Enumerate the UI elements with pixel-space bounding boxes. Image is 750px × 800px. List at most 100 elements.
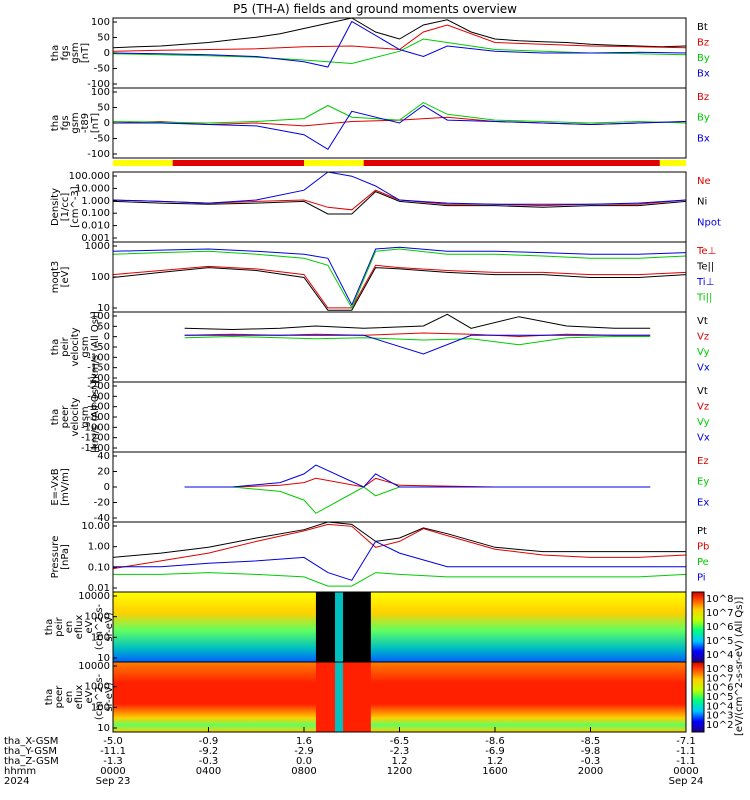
y-tick-label: 10.000 (75, 183, 110, 194)
y-axis-label: tha (44, 619, 55, 635)
y-axis-label: Pressure (50, 536, 61, 579)
legend-entry: Npot (697, 217, 721, 228)
y-axis-label: E=-VxB (50, 468, 61, 505)
footer-value: 1.6 (296, 736, 312, 747)
series-Bx (113, 104, 687, 150)
legend-entry: Bz (697, 92, 709, 103)
y-axis-label: eflux (74, 685, 85, 710)
colorbar (691, 591, 705, 663)
y-tick-label: 10 (97, 303, 110, 314)
footer-value: -0.3 (199, 756, 219, 767)
footer-value: -1.1 (676, 746, 696, 757)
series-Vx (184, 334, 651, 355)
legend-entry: Te⊥ (696, 246, 716, 257)
colorbar-tick-label: 10^7 (706, 608, 733, 619)
footer-value: -8.6 (485, 736, 505, 747)
mode-bar (113, 160, 686, 166)
y-tick-label: 100.000 (69, 171, 110, 182)
panel-pressure: 10.00 1.00 0.10 0.01 Pressure [nPa] Pt Pb Pe Pi (50, 521, 709, 594)
y-axis-label: [nT] (80, 43, 91, 63)
y-tick-label: 1.000 (81, 196, 110, 207)
y-tick-label: 100 (91, 272, 110, 283)
spectrogram-image (113, 592, 686, 662)
y-tick-label: 0 (104, 482, 110, 493)
footer-value: -7.1 (676, 736, 696, 747)
footer-value: -8.5 (581, 736, 601, 747)
legend-entry: Vt (697, 316, 708, 327)
y-tick-label: -50 (94, 134, 110, 145)
y-axis-label: [km/s (All Qs)] (90, 311, 101, 383)
legend-entry: Bz (697, 38, 709, 49)
y-axis-label: [1/cc] (60, 193, 71, 222)
legend-entry: By (697, 53, 710, 64)
y-tick-label: 1000 (85, 241, 110, 252)
footer-value: 1.2 (487, 756, 503, 767)
legend-entry: Te|| (696, 262, 714, 273)
y-axis-label: eflux (74, 615, 85, 640)
y-tick-label: -100 (87, 352, 110, 363)
y-tick-label: -800 (87, 412, 110, 423)
y-axis-label: fgs (60, 45, 71, 60)
colorbar-tick-label: 10^6 (706, 683, 733, 694)
spectrogram-gap (315, 662, 371, 732)
y-axis-label: tha (50, 45, 61, 61)
y-axis-label: [nT] (90, 113, 101, 133)
series-Ey (184, 486, 651, 514)
panel-peer-spectrogram: 10^810^710^610^510^410^310^2 10000 1000 100… (44, 661, 733, 734)
series-Ez (184, 477, 651, 488)
figure-title: P5 (TH-A) fields and ground moments over… (233, 2, 517, 16)
colorbar-tick-label: 10^5 (706, 692, 733, 703)
y-axis-label: sr-eV) (104, 682, 115, 711)
series-Vt (184, 313, 651, 331)
y-tick-label: -100 (87, 79, 110, 90)
y-tick-label: 10000 (78, 661, 110, 672)
footer-value: Sep 23 (96, 776, 131, 787)
spectrogram-image (113, 662, 686, 732)
footer-row-label: tha_X-GSM (4, 736, 58, 747)
series-Ti|| (112, 248, 687, 310)
series-Npot (112, 171, 687, 205)
footer-value: -0.9 (199, 736, 219, 747)
colorbar-tick-label: 10^4 (706, 701, 733, 712)
y-tick-label: 40 (97, 451, 110, 462)
y-axis-label: gsm (80, 336, 91, 357)
legend-entry: Ti⊥ (696, 277, 714, 288)
y-axis-label: peir (60, 336, 71, 356)
y-tick-label: 100 (91, 632, 110, 643)
colorbar-tick-label: 10^8 (706, 594, 733, 605)
y-axis-label: peer (60, 405, 71, 429)
series-Bt (112, 17, 687, 49)
footer-row-label: hhmm (4, 766, 36, 777)
legend-entry: Bx (697, 69, 710, 80)
panel-frame (112, 171, 687, 243)
colorbar-tick-label: 10^6 (706, 622, 733, 633)
legend-entry: Vz (697, 332, 709, 343)
y-tick-label: 20 (97, 467, 110, 478)
footer-value: -0.3 (581, 756, 601, 767)
series-Vz (184, 332, 651, 338)
y-axis-label: tha (50, 115, 61, 131)
footer-value: -9.2 (199, 746, 219, 757)
footer-value: Sep 24 (669, 776, 704, 787)
y-axis-label: tha (50, 409, 61, 425)
y-axis-label: fgs (60, 115, 71, 130)
y-tick-label: -600 (87, 402, 110, 413)
y-tick-label: 0.001 (81, 233, 110, 244)
y-tick-label: -150 (87, 363, 110, 374)
spectrogram-feature (335, 662, 344, 732)
legend-entry: Vz (697, 402, 709, 413)
y-tick-label: 100 (91, 702, 110, 713)
legend-entry: Ni (697, 197, 707, 208)
legend-entry: Pi (697, 573, 706, 584)
series-Pi (113, 540, 686, 581)
panel-peer-velocity: -200-400-600-800-1000-1200-1400 tha peer ve… (50, 381, 710, 454)
y-tick-label: 10000 (78, 591, 110, 602)
y-tick-label: -20 (94, 498, 110, 509)
colorbar-tick-label: 10^5 (706, 636, 733, 647)
footer-value: -6.5 (390, 736, 410, 747)
legend-entry: Bx (697, 133, 710, 144)
footer-value: 0000 (673, 766, 698, 777)
